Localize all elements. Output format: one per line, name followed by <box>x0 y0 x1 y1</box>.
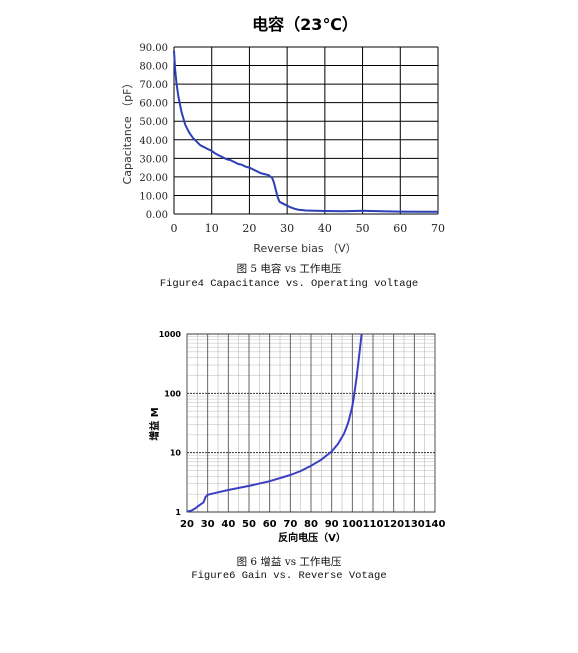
chart2-x-tick-label: 130 <box>404 519 425 530</box>
chart1-y-tick-label: 0.00 <box>146 210 168 221</box>
chart1-x-tick-label: 0 <box>171 222 178 235</box>
chart1-y-ticks: 0.00 10.00 20.00 30.00 40.00 50.00 60.00 70.00 8… <box>139 43 168 221</box>
chart1-y-tick-label: 50.00 <box>139 117 168 128</box>
chart2-y-axis-label: 增益 M <box>148 407 161 440</box>
chart1-x-tick-label: 50 <box>356 222 370 235</box>
figure5-caption-cn: 图 5 电容 vs 工作电压 <box>236 263 342 275</box>
chart1-capacitance-line <box>173 50 438 213</box>
chart2-x-tick-label: 100 <box>342 519 363 530</box>
chart1-y-tick-label: 80.00 <box>139 62 168 73</box>
chart1-x-tick-label: 40 <box>318 222 332 235</box>
chart2-y-tick-label: 1 <box>175 508 181 517</box>
chart1-y-axis-label: Capacitance （pF） <box>121 78 134 185</box>
chart1-x-tick-label: 20 <box>242 222 256 235</box>
chart2-x-tick-label: 110 <box>363 519 384 530</box>
chart1-x-tick-label: 10 <box>205 222 219 235</box>
chart2-x-tick-label: 20 <box>180 519 194 530</box>
chart2-grid <box>186 333 436 513</box>
chart2-x-tick-label: 30 <box>201 519 215 530</box>
chart2-x-tick-label: 120 <box>383 519 404 530</box>
chart2-y-ticks: 1 10 100 1000 <box>159 330 182 517</box>
chart2-x-tick-label: 80 <box>304 519 318 530</box>
chart1-x-ticks: 0 10 20 30 40 50 60 70 <box>171 222 446 235</box>
chart1-y-tick-label: 90.00 <box>139 43 168 54</box>
chart2-x-tick-label: 60 <box>263 519 277 530</box>
chart2-x-tick-label: 70 <box>283 519 297 530</box>
chart2-x-tick-label: 50 <box>242 519 256 530</box>
figure4-caption-en: Figure4 Capacitance vs. Operating voltag… <box>159 278 419 290</box>
figure6-caption-cn: 图 6 增益 vs 工作电压 <box>236 556 342 568</box>
chart1-x-tick-label: 30 <box>280 222 294 235</box>
chart2-x-axis-label: 反向电压（V） <box>278 531 346 544</box>
chart1-title: 电容（23℃） <box>252 15 358 34</box>
chart2-y-tick-label: 10 <box>170 449 182 458</box>
chart1-x-tick-label: 60 <box>393 222 407 235</box>
figure6-caption-en: Figure6 Gain vs. Reverse Votage <box>191 570 387 582</box>
chart2-x-tick-label: 40 <box>221 519 235 530</box>
chart2-y-tick-label: 1000 <box>159 330 182 339</box>
chart1-y-tick-label: 10.00 <box>139 191 168 202</box>
chart1-y-tick-label: 40.00 <box>139 136 168 147</box>
chart1-y-tick-label: 70.00 <box>139 80 168 91</box>
chart2-y-tick-label: 100 <box>164 389 181 398</box>
chart2-x-tick-label: 90 <box>325 519 339 530</box>
capacitance-chart: 电容（23℃） 0.00 10.00 20.00 30.00 40.00 50.00 60.… <box>121 15 445 255</box>
chart1-y-tick-label: 20.00 <box>139 173 168 184</box>
chart2-x-ticks: 20 30 40 50 60 70 80 90 100 110 120 130 140 <box>180 519 445 530</box>
chart1-grid <box>173 46 439 215</box>
chart1-x-axis-label: Reverse bias （V） <box>253 242 356 255</box>
chart1-x-tick-label: 70 <box>431 222 445 235</box>
chart2-gain-line <box>186 333 363 513</box>
chart1-y-tick-label: 60.00 <box>139 99 168 110</box>
chart1-y-tick-label: 30.00 <box>139 154 168 165</box>
chart2-x-tick-label: 140 <box>425 519 446 530</box>
